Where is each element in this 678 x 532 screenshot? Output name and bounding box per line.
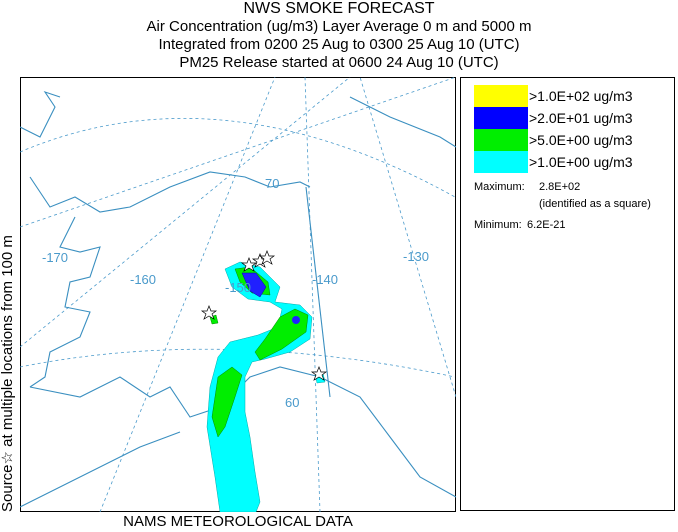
maximum-label: Maximum: xyxy=(474,181,525,193)
data-source-footer: NAMS METEOROLOGICAL DATA xyxy=(123,513,353,530)
maximum-note: (identified as a square) xyxy=(539,198,651,210)
maximum-value: 2.8E+02 xyxy=(539,181,581,193)
lon-line-140 xyxy=(304,77,321,512)
smoke-forecast-map: 70 60 -170 -160 -150 -140 -130 xyxy=(20,77,456,512)
source-star xyxy=(310,366,328,381)
legend-label-level-2: >5.0E+00 ug/m3 xyxy=(529,132,633,148)
legend-label-level-1: >1.0E+00 ug/m3 xyxy=(529,154,633,170)
source-star xyxy=(240,257,258,272)
coast-west xyxy=(29,216,101,388)
legend-swatch-level-1 xyxy=(474,151,528,173)
subtitle-integration-period: Integrated from 0200 25 Aug to 0300 25 A… xyxy=(158,36,520,53)
plume-level-3 xyxy=(241,272,267,298)
legend-label-level-3: >2.0E+01 ug/m3 xyxy=(529,110,633,126)
subtitle-concentration: Air Concentration (ug/m3) Layer Average … xyxy=(146,18,532,35)
source-markers xyxy=(200,250,328,381)
lat-label-60: 60 xyxy=(285,395,299,410)
lon-line-150 xyxy=(99,77,276,512)
source-star xyxy=(258,250,276,265)
lat-label-70: 70 xyxy=(265,176,279,191)
coast-north-slope xyxy=(29,171,271,213)
source-star xyxy=(200,305,218,320)
legend-swatch-level-2 xyxy=(474,129,528,151)
lon-line-130 xyxy=(359,77,456,398)
subtitle-release-time: PM25 Release started at 0600 24 Aug 10 (… xyxy=(179,54,499,71)
concentration-legend: >1.0E+02 ug/m3 >2.0E+01 ug/m3 >5.0E+00 u… xyxy=(460,77,675,511)
coast-chukotka xyxy=(20,90,61,138)
legend-swatch-level-3 xyxy=(474,107,528,129)
border-us-canada xyxy=(305,186,331,398)
minimum-label: Minimum: xyxy=(474,219,522,231)
plume-level-3-spot xyxy=(292,316,300,324)
graticule xyxy=(20,77,456,512)
legend-swatch-level-4 xyxy=(474,85,528,107)
coast-arctic-islands xyxy=(349,96,456,148)
lon-label-150: -150 xyxy=(225,280,251,295)
lon-label-170: -170 xyxy=(42,250,68,265)
coast-peninsula xyxy=(20,431,181,508)
minimum-value: 6.2E-21 xyxy=(527,219,566,231)
lon-label-140: -140 xyxy=(312,272,338,287)
lon-label-160: -160 xyxy=(130,272,156,287)
coast-beaufort xyxy=(269,181,311,188)
lon-line-160 xyxy=(20,77,351,348)
lon-line-170 xyxy=(20,77,456,228)
lat-line-60 xyxy=(20,348,456,378)
source-location-label: Source☆ at multiple locations from 100 m xyxy=(0,235,16,512)
legend-label-level-4: >1.0E+02 ug/m3 xyxy=(529,88,633,104)
lon-label-130: -130 xyxy=(403,249,429,264)
page-title: NWS SMOKE FORECAST xyxy=(243,0,435,17)
